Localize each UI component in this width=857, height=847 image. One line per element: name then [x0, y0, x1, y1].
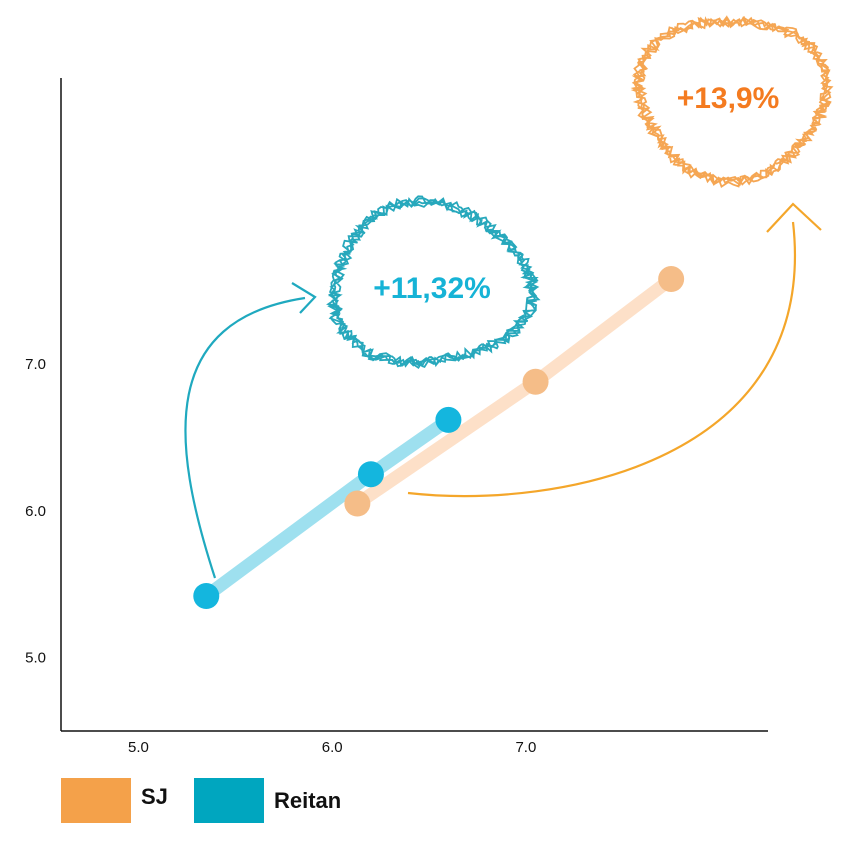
y-tick-label: 5.0: [25, 650, 46, 667]
data-point-sj: [344, 490, 371, 517]
legend: SJ Reitan: [61, 778, 341, 823]
reitan-growth-label: +11,32%: [373, 272, 491, 305]
reitan-arrow-head-icon: [291, 282, 317, 314]
legend-label-reitan: Reitan: [274, 788, 341, 813]
series-points: [193, 266, 685, 609]
sj-arrow-head-icon: [766, 202, 822, 233]
legend-swatch-sj: [61, 778, 131, 823]
sj-growth-label: +13,9%: [677, 82, 780, 115]
series-line-reitan: [199, 413, 455, 603]
series-lines: [199, 272, 678, 603]
y-tick-label: 7.0: [25, 356, 46, 373]
data-point-sj: [522, 368, 549, 395]
data-point-reitan: [357, 461, 384, 488]
y-tick-label: 6.0: [25, 503, 46, 520]
sj-growth-arrow: [407, 221, 796, 498]
axes: [60, 78, 768, 732]
x-tick-label: 7.0: [515, 739, 536, 756]
legend-swatch-reitan: [194, 778, 264, 823]
series-line-sj: [350, 272, 678, 511]
data-point-sj: [658, 266, 685, 293]
reitan-growth-arrow: [184, 296, 306, 579]
data-point-reitan: [435, 406, 462, 433]
annotations: +13,9% +11,32%: [184, 15, 834, 579]
x-tick-label: 5.0: [128, 739, 149, 756]
legend-label-sj: SJ: [141, 784, 168, 809]
x-tick-label: 6.0: [322, 739, 343, 756]
tick-labels: 5.0 6.0 7.0 5.0 6.0 7.0: [25, 356, 536, 756]
reitan-scribble-circle-icon: [326, 195, 541, 369]
sj-scribble-circle-icon: [630, 15, 834, 188]
data-point-reitan: [193, 582, 220, 609]
